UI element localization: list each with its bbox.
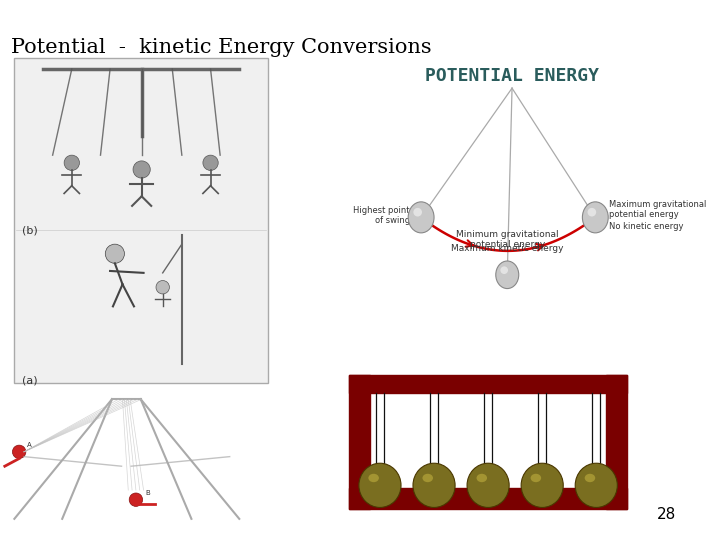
- Ellipse shape: [585, 474, 595, 482]
- Circle shape: [64, 155, 79, 171]
- Ellipse shape: [477, 474, 487, 482]
- Ellipse shape: [408, 202, 434, 233]
- Text: (b): (b): [22, 225, 37, 235]
- Ellipse shape: [575, 463, 617, 508]
- Circle shape: [12, 445, 26, 458]
- Text: No kinetic energy: No kinetic energy: [608, 222, 683, 232]
- Text: B: B: [145, 490, 150, 496]
- Ellipse shape: [369, 474, 379, 482]
- Ellipse shape: [500, 266, 508, 274]
- Circle shape: [203, 155, 218, 171]
- Circle shape: [105, 244, 125, 264]
- Text: Potential  -  kinetic Energy Conversions: Potential - kinetic Energy Conversions: [12, 38, 432, 57]
- Text: 28: 28: [657, 507, 675, 522]
- Circle shape: [156, 280, 169, 294]
- Text: Maximum gravitational
potential energy: Maximum gravitational potential energy: [608, 200, 706, 219]
- Text: A: A: [27, 442, 32, 448]
- Ellipse shape: [582, 202, 608, 233]
- Ellipse shape: [467, 463, 509, 508]
- Bar: [349, 375, 370, 509]
- Bar: [14, 58, 268, 383]
- Ellipse shape: [413, 463, 455, 508]
- Ellipse shape: [521, 463, 563, 508]
- Ellipse shape: [359, 463, 401, 508]
- Text: POTENTIAL ENERGY: POTENTIAL ENERGY: [425, 67, 599, 85]
- Bar: [349, 375, 627, 393]
- Text: Maximum kinetic energy: Maximum kinetic energy: [451, 244, 564, 253]
- Ellipse shape: [423, 474, 433, 482]
- Ellipse shape: [588, 208, 596, 217]
- Ellipse shape: [496, 261, 518, 288]
- Text: (a): (a): [22, 375, 37, 385]
- Bar: [349, 488, 627, 509]
- Circle shape: [129, 493, 143, 507]
- Text: Highest point
of swing: Highest point of swing: [353, 206, 410, 225]
- Text: Minimum gravitational
potential energy: Minimum gravitational potential energy: [456, 230, 559, 249]
- Bar: [606, 375, 627, 509]
- Ellipse shape: [413, 208, 422, 217]
- Circle shape: [133, 161, 150, 178]
- Ellipse shape: [531, 474, 541, 482]
